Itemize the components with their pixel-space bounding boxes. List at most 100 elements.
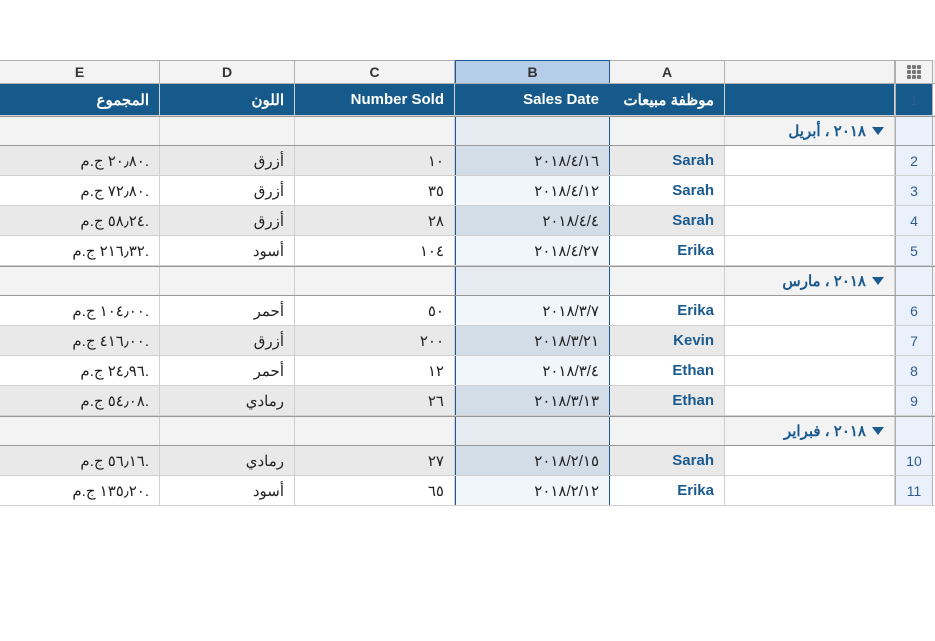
- cell-salesperson[interactable]: Ethan: [610, 356, 725, 385]
- cell-total[interactable]: ٤١٦٫٠٠ ج.م.: [0, 326, 160, 355]
- row-number[interactable]: 2: [895, 146, 933, 175]
- cell-total[interactable]: ١٠٤٫٠٠ ج.م.: [0, 296, 160, 325]
- cell-salesperson[interactable]: Erika: [610, 296, 725, 325]
- select-all-corner[interactable]: [895, 60, 933, 83]
- cell-sales-date[interactable]: ٢٠١٨/٤/٤: [455, 206, 610, 235]
- cell-total[interactable]: ٧٢٫٨٠ ج.م.: [0, 176, 160, 205]
- cell-number-sold[interactable]: ٥٠: [295, 296, 455, 325]
- disclosure-triangle-icon: [872, 277, 884, 285]
- group-cell-blank: [610, 117, 725, 145]
- cell-color[interactable]: رمادي: [160, 446, 295, 475]
- column-header-A[interactable]: A: [610, 60, 725, 83]
- disclosure-triangle-icon: [872, 427, 884, 435]
- cell-color[interactable]: أزرق: [160, 326, 295, 355]
- header-total[interactable]: المجموع: [0, 84, 160, 115]
- cell-salesperson[interactable]: Sarah: [610, 176, 725, 205]
- cell-number-sold[interactable]: ٢٧: [295, 446, 455, 475]
- cell-number-sold[interactable]: ٣٥: [295, 176, 455, 205]
- cell-color[interactable]: رمادي: [160, 386, 295, 415]
- cell-total[interactable]: ٥٦٫١٦ ج.م.: [0, 446, 160, 475]
- cell-number-sold[interactable]: ٢٦: [295, 386, 455, 415]
- row-number[interactable]: 3: [895, 176, 933, 205]
- cell-sales-date[interactable]: ٢٠١٨/٤/١٦: [455, 146, 610, 175]
- cell-number-sold[interactable]: ١٢: [295, 356, 455, 385]
- cell-total[interactable]: ١٣٥٫٢٠ ج.م.: [0, 476, 160, 505]
- header-salesperson[interactable]: موظفة مبيعات: [610, 84, 725, 115]
- cell-sales-date[interactable]: ٢٠١٨/٣/٧: [455, 296, 610, 325]
- cell-color[interactable]: أسود: [160, 236, 295, 265]
- cell-number-sold[interactable]: ١٠: [295, 146, 455, 175]
- column-header-group: [725, 60, 895, 83]
- cell-group-blank: [725, 476, 895, 505]
- row-number[interactable]: 9: [895, 386, 933, 415]
- cell-group-blank: [725, 146, 895, 175]
- cell-sales-date[interactable]: ٢٠١٨/٤/٢٧: [455, 236, 610, 265]
- row-number-blank[interactable]: [895, 417, 933, 445]
- column-headers-row: E D C B A: [0, 60, 935, 84]
- cell-color[interactable]: أحمر: [160, 356, 295, 385]
- row-number[interactable]: 11: [895, 476, 933, 505]
- cell-sales-date[interactable]: ٢٠١٨/٣/١٣: [455, 386, 610, 415]
- cell-group-blank: [725, 236, 895, 265]
- group-row[interactable]: ٢٠١٨ ، مارس: [0, 266, 935, 296]
- cell-sales-date[interactable]: ٢٠١٨/٣/٤: [455, 356, 610, 385]
- row-number[interactable]: 7: [895, 326, 933, 355]
- row-number-1[interactable]: 1: [895, 84, 933, 115]
- table-row: ٤١٦٫٠٠ ج.م.أزرق٢٠٠٢٠١٨/٣/٢١Kevin 7: [0, 326, 935, 356]
- cell-total[interactable]: ٢١٦٫٣٢ ج.م.: [0, 236, 160, 265]
- row-number-blank[interactable]: [895, 267, 933, 295]
- table-row: ٢٠٫٨٠ ج.م.أزرق١٠٢٠١٨/٤/١٦Sarah 2: [0, 146, 935, 176]
- group-row[interactable]: ٢٠١٨ ، فبراير: [0, 416, 935, 446]
- disclosure-triangle-icon: [872, 127, 884, 135]
- cell-group-blank: [725, 206, 895, 235]
- row-number[interactable]: 5: [895, 236, 933, 265]
- cell-total[interactable]: ٢٤٫٩٦ ج.م.: [0, 356, 160, 385]
- table-row: ٥٤٫٠٨ ج.م.رمادي٢٦٢٠١٨/٣/١٣Ethan 9: [0, 386, 935, 416]
- cell-salesperson[interactable]: Ethan: [610, 386, 725, 415]
- cell-sales-date[interactable]: ٢٠١٨/٤/١٢: [455, 176, 610, 205]
- cell-salesperson[interactable]: Erika: [610, 236, 725, 265]
- cell-salesperson[interactable]: Sarah: [610, 206, 725, 235]
- row-number[interactable]: 8: [895, 356, 933, 385]
- cell-number-sold[interactable]: ٦٥: [295, 476, 455, 505]
- cell-salesperson[interactable]: Sarah: [610, 146, 725, 175]
- column-header-B[interactable]: B: [455, 60, 610, 83]
- header-color[interactable]: اللون: [160, 84, 295, 115]
- cell-color[interactable]: أحمر: [160, 296, 295, 325]
- cell-sales-date[interactable]: ٢٠١٨/٢/١٥: [455, 446, 610, 475]
- group-cell-blank: [0, 417, 160, 445]
- cell-number-sold[interactable]: ١٠٤: [295, 236, 455, 265]
- header-sales-date[interactable]: Sales Date: [455, 84, 610, 115]
- cell-sales-date[interactable]: ٢٠١٨/٢/١٢: [455, 476, 610, 505]
- row-number[interactable]: 6: [895, 296, 933, 325]
- cell-salesperson[interactable]: Sarah: [610, 446, 725, 475]
- row-number-blank[interactable]: [895, 117, 933, 145]
- group-row[interactable]: ٢٠١٨ ، أبريل: [0, 116, 935, 146]
- cell-total[interactable]: ٢٠٫٨٠ ج.م.: [0, 146, 160, 175]
- group-label-text: ٢٠١٨ ، أبريل: [788, 122, 866, 140]
- group-label[interactable]: ٢٠١٨ ، أبريل: [725, 117, 895, 145]
- row-number[interactable]: 10: [895, 446, 933, 475]
- table-row: ١٠٤٫٠٠ ج.م.أحمر٥٠٢٠١٨/٣/٧Erika 6: [0, 296, 935, 326]
- row-number[interactable]: 4: [895, 206, 933, 235]
- cell-color[interactable]: أزرق: [160, 146, 295, 175]
- cell-color[interactable]: أزرق: [160, 206, 295, 235]
- cell-color[interactable]: أسود: [160, 476, 295, 505]
- group-cell-blank: [160, 267, 295, 295]
- header-number-sold[interactable]: Number Sold: [295, 84, 455, 115]
- cell-color[interactable]: أزرق: [160, 176, 295, 205]
- group-label[interactable]: ٢٠١٨ ، مارس: [725, 267, 895, 295]
- group-label-text: ٢٠١٨ ، مارس: [782, 272, 866, 290]
- cell-total[interactable]: ٥٨٫٢٤ ج.م.: [0, 206, 160, 235]
- column-header-E[interactable]: E: [0, 60, 160, 83]
- table-header-row: المجموع اللون Number Sold Sales Date موظ…: [0, 84, 935, 116]
- cell-number-sold[interactable]: ٢٨: [295, 206, 455, 235]
- cell-number-sold[interactable]: ٢٠٠: [295, 326, 455, 355]
- cell-sales-date[interactable]: ٢٠١٨/٣/٢١: [455, 326, 610, 355]
- cell-salesperson[interactable]: Erika: [610, 476, 725, 505]
- cell-salesperson[interactable]: Kevin: [610, 326, 725, 355]
- group-label[interactable]: ٢٠١٨ ، فبراير: [725, 417, 895, 445]
- column-header-D[interactable]: D: [160, 60, 295, 83]
- cell-total[interactable]: ٥٤٫٠٨ ج.م.: [0, 386, 160, 415]
- column-header-C[interactable]: C: [295, 60, 455, 83]
